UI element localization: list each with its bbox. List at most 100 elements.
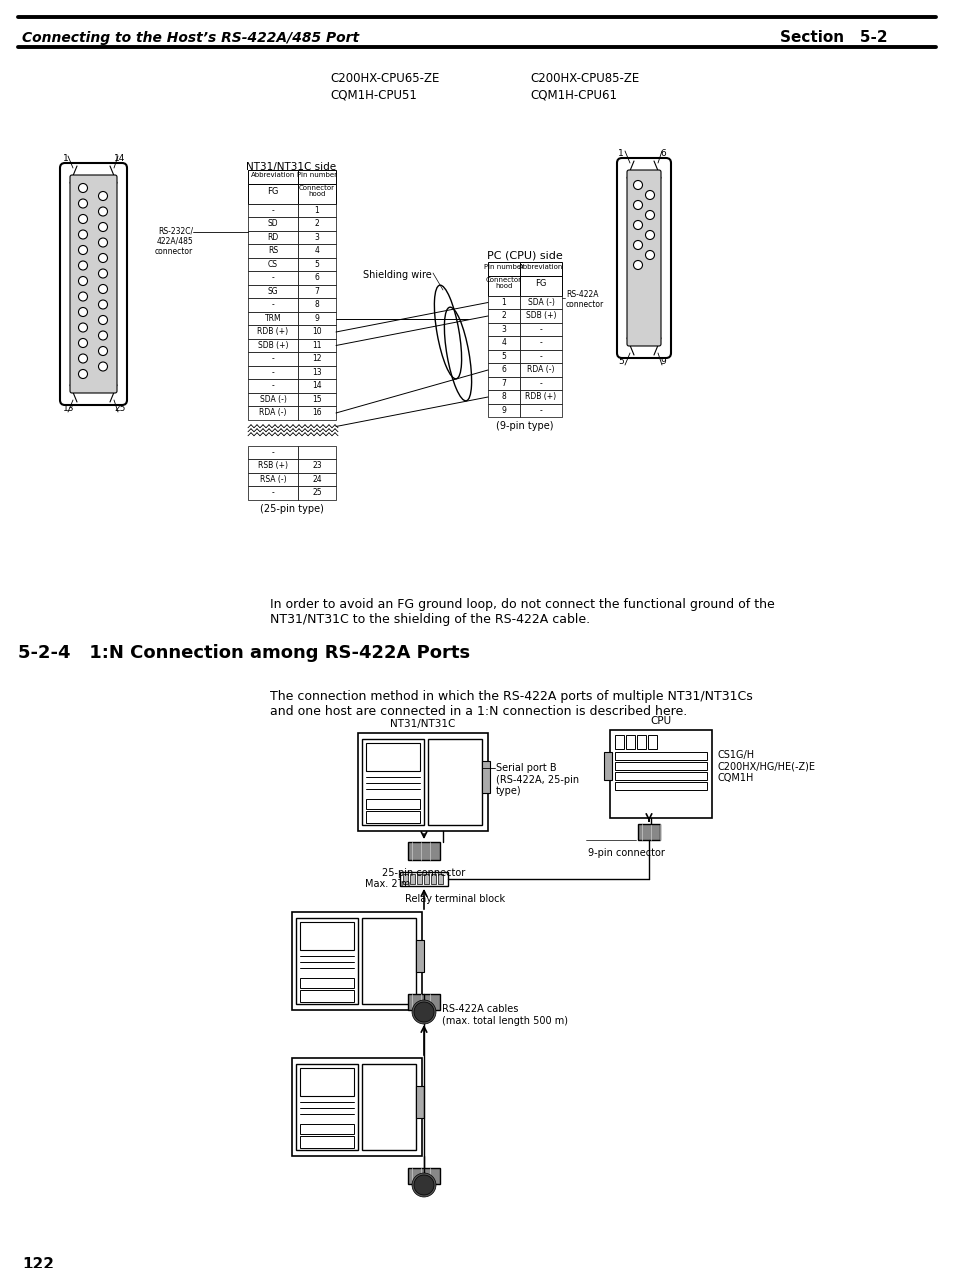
Bar <box>615 762 706 770</box>
Circle shape <box>414 1175 434 1194</box>
Bar <box>248 271 297 285</box>
Text: Connector
hood: Connector hood <box>298 185 335 198</box>
Bar <box>410 874 415 884</box>
Text: 9: 9 <box>501 406 506 415</box>
Bar <box>488 323 519 336</box>
Bar <box>519 295 561 309</box>
Bar <box>625 735 635 749</box>
Bar <box>366 812 419 823</box>
Bar <box>295 918 357 1004</box>
Text: (9-pin type): (9-pin type) <box>496 421 553 431</box>
Bar <box>488 391 519 403</box>
Bar <box>638 824 659 839</box>
Text: 8: 8 <box>501 392 506 401</box>
Bar <box>248 204 297 217</box>
Bar <box>299 1136 354 1148</box>
Circle shape <box>78 261 88 270</box>
Bar <box>297 204 335 217</box>
Circle shape <box>78 339 88 347</box>
Text: 9: 9 <box>314 313 319 323</box>
Text: Pin number: Pin number <box>483 264 523 270</box>
Bar <box>357 733 488 831</box>
Bar <box>423 874 429 884</box>
Text: C200HX-CPU85-ZE: C200HX-CPU85-ZE <box>530 72 639 85</box>
Bar <box>295 1064 357 1150</box>
Circle shape <box>98 301 108 309</box>
Text: Shielding wire: Shielding wire <box>363 270 432 280</box>
Text: Relay terminal block: Relay terminal block <box>405 894 504 904</box>
Bar <box>248 446 297 459</box>
Text: -: - <box>539 339 542 347</box>
Bar <box>297 285 335 298</box>
Text: Connecting to the Host’s RS-422A/485 Port: Connecting to the Host’s RS-422A/485 Por… <box>22 30 358 44</box>
Bar <box>248 406 297 420</box>
Bar <box>481 761 490 792</box>
Text: SDB (+): SDB (+) <box>525 311 556 321</box>
Text: NT31/NT31C: NT31/NT31C <box>390 719 456 729</box>
Bar <box>248 486 297 500</box>
Bar <box>248 245 297 257</box>
Bar <box>248 312 297 326</box>
Text: -: - <box>272 205 274 214</box>
Bar <box>299 922 354 950</box>
Text: RS-422A
connector: RS-422A connector <box>565 290 603 309</box>
Bar <box>428 739 481 825</box>
Text: 23: 23 <box>312 462 321 470</box>
Bar <box>402 874 408 884</box>
Bar <box>519 377 561 391</box>
Bar <box>437 874 442 884</box>
Circle shape <box>412 1000 436 1025</box>
Bar <box>416 874 421 884</box>
Text: 24: 24 <box>312 474 321 484</box>
FancyBboxPatch shape <box>626 170 660 346</box>
Text: RSB (+): RSB (+) <box>257 462 288 470</box>
Circle shape <box>633 260 641 270</box>
Bar <box>297 231 335 245</box>
Bar <box>297 217 335 231</box>
Bar <box>519 309 561 323</box>
Bar <box>248 217 297 231</box>
Bar <box>297 393 335 406</box>
Bar <box>366 799 419 809</box>
Text: RS: RS <box>268 246 277 255</box>
Bar <box>297 312 335 326</box>
Bar <box>488 336 519 350</box>
Text: 14: 14 <box>312 382 321 391</box>
Bar <box>248 170 297 184</box>
Circle shape <box>78 369 88 379</box>
Text: Abbreviation: Abbreviation <box>518 264 562 270</box>
Text: 25: 25 <box>113 404 125 413</box>
Bar <box>248 393 297 406</box>
Text: CS: CS <box>268 260 277 269</box>
Text: -: - <box>539 406 542 415</box>
Text: The connection method in which the RS-422A ports of multiple NT31/NT31Cs
and one: The connection method in which the RS-42… <box>270 690 752 718</box>
Circle shape <box>98 222 108 232</box>
Text: -: - <box>539 379 542 388</box>
Bar <box>248 231 297 245</box>
Bar <box>431 874 436 884</box>
Bar <box>615 782 706 790</box>
Bar <box>488 377 519 391</box>
Bar <box>399 872 448 886</box>
Text: PC (CPU) side: PC (CPU) side <box>487 250 562 260</box>
Bar <box>361 1064 416 1150</box>
Text: SG: SG <box>268 287 278 295</box>
Bar <box>647 735 657 749</box>
Text: RS-422A cables
(max. total length 500 m): RS-422A cables (max. total length 500 m) <box>441 1004 567 1026</box>
Circle shape <box>645 231 654 240</box>
Circle shape <box>98 207 108 216</box>
Bar <box>248 379 297 393</box>
Circle shape <box>98 269 108 278</box>
Text: 5: 5 <box>501 351 506 361</box>
Text: 6: 6 <box>501 365 506 374</box>
Bar <box>248 326 297 339</box>
Bar <box>248 184 297 204</box>
Bar <box>248 257 297 271</box>
Text: -: - <box>272 301 274 309</box>
Text: 9: 9 <box>659 358 665 366</box>
Text: Serial port B
(RS-422A, 25-pin
type): Serial port B (RS-422A, 25-pin type) <box>496 763 578 796</box>
Text: SD: SD <box>268 219 278 228</box>
Text: 10: 10 <box>312 327 321 336</box>
Bar <box>488 309 519 323</box>
Text: 14: 14 <box>113 153 125 164</box>
